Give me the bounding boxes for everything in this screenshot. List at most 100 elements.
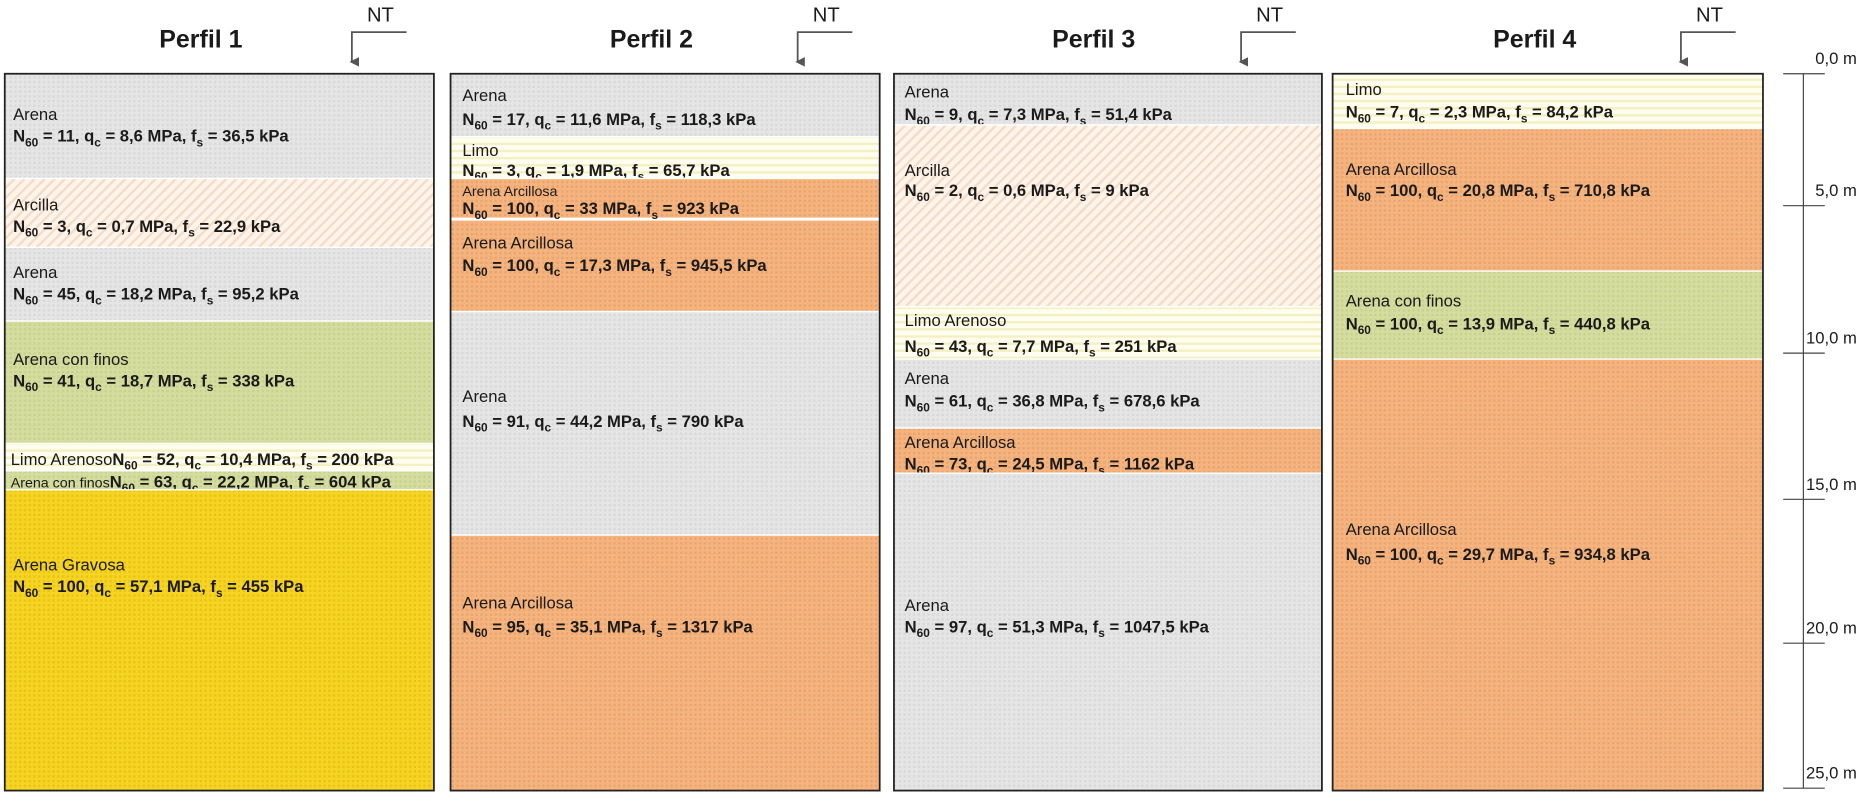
soil-layer <box>4 470 434 490</box>
property-text: f <box>191 127 197 146</box>
property-text: , <box>1534 545 1543 564</box>
property-text: = <box>313 450 332 469</box>
property-text: , <box>525 617 534 636</box>
property-text: , <box>967 455 976 474</box>
property-text: , <box>192 371 201 390</box>
property-text: , <box>651 256 660 275</box>
property-text: f <box>201 371 207 390</box>
property-text: = <box>138 450 157 469</box>
property-text: 60 <box>917 346 931 360</box>
layer-name: Arena con finos <box>13 350 129 369</box>
property-text: MPa <box>1467 103 1507 122</box>
property-text: 65,7 <box>663 161 695 180</box>
property-text: 43 <box>949 337 968 356</box>
property-text: 44,2 <box>570 412 602 431</box>
property-text: 97 <box>949 617 968 636</box>
property-text: c <box>104 586 111 600</box>
property-text: s <box>303 481 310 495</box>
property-text: , <box>1418 314 1427 333</box>
property-text: 91 <box>507 412 526 431</box>
property-text: s <box>306 459 313 473</box>
property-text: , <box>958 105 967 124</box>
depth-label: 15,0 m <box>1806 475 1857 494</box>
property-text: 934,8 <box>1574 545 1616 564</box>
property-text: , <box>1083 617 1092 636</box>
layer-name: Arena <box>905 369 950 388</box>
property-text: , <box>534 199 543 218</box>
property-text: 60 <box>124 459 138 473</box>
property-text: = <box>984 105 1003 124</box>
layer-name: Limo <box>462 141 498 160</box>
layer-name: Arena con finos <box>11 475 110 491</box>
property-text: N <box>13 371 25 390</box>
property-text: q <box>94 577 104 596</box>
property-text: = <box>38 127 57 146</box>
layer-name: Arena Arcillosa <box>905 433 1017 452</box>
profile-title: Perfil 3 <box>1052 26 1135 54</box>
property-text: = <box>1444 181 1463 200</box>
property-text: kPa <box>359 450 394 469</box>
property-text: f <box>650 110 656 129</box>
property-text: kPa <box>1165 392 1200 411</box>
layer-properties: N60 = 11, qc = 8,6 MPa, fs = 36,5 kPa <box>13 127 289 150</box>
property-text: = <box>203 127 222 146</box>
layer-properties: N60 = 3, qc = 1,9 MPa, fs = 65,7 kPa <box>462 161 730 184</box>
layer-properties: N60 = 100, qc = 57,1 MPa, fs = 455 kPa <box>13 577 304 600</box>
property-text: = <box>930 617 949 636</box>
property-text: 60 <box>25 586 39 600</box>
property-text: f <box>1515 103 1521 122</box>
property-text: = <box>993 455 1012 474</box>
soil-layer <box>4 178 434 248</box>
property-text: f <box>1543 181 1549 200</box>
property-text: c <box>545 119 552 133</box>
property-text: = <box>1371 103 1390 122</box>
property-text: f <box>1543 314 1549 333</box>
property-text: = <box>663 412 682 431</box>
layer-properties: N60 = 91, qc = 44,2 MPa, fs = 790 kPa <box>462 412 744 435</box>
property-text: 60 <box>474 119 488 133</box>
soil-layer <box>4 489 434 791</box>
property-text: = <box>1086 105 1105 124</box>
property-text: , <box>516 161 525 180</box>
property-text: , <box>291 450 300 469</box>
property-text: kPa <box>1616 181 1651 200</box>
property-text: 9 <box>949 105 958 124</box>
property-text: , <box>958 181 967 200</box>
property-text: s <box>656 421 663 435</box>
property-text: q <box>85 371 95 390</box>
property-text: 604 <box>329 472 357 491</box>
layer-text: Arena con finos, N60 = 63, qc = 22,2 MPa… <box>11 472 392 495</box>
layer-properties: N60 = 95, qc = 35,1 MPa, fs = 1317 kPa <box>462 617 753 640</box>
property-text: N <box>462 617 474 636</box>
property-text: = <box>135 472 154 491</box>
property-text: , <box>192 285 201 304</box>
property-text: c <box>192 481 199 495</box>
property-text: 1047,5 <box>1124 617 1175 636</box>
soil-layer <box>4 443 434 471</box>
layer-name: Arena <box>462 387 507 406</box>
property-text: kPa <box>254 127 289 146</box>
property-text: , <box>1534 314 1543 333</box>
property-text: 60 <box>474 626 488 640</box>
property-text: q <box>525 161 535 180</box>
soil-layer <box>1332 73 1763 129</box>
property-text: f <box>201 285 207 304</box>
property-text: c <box>987 346 994 360</box>
property-text: MPa <box>143 127 183 146</box>
soil-layer <box>4 321 434 444</box>
property-text: 100 <box>1390 545 1418 564</box>
soil-layer <box>4 73 434 179</box>
soil-layer <box>893 306 1322 360</box>
property-text: 22,2 <box>217 472 249 491</box>
property-text: N <box>112 450 124 469</box>
nt-label: NT <box>367 4 394 26</box>
property-text: c <box>554 208 561 222</box>
property-text: = <box>102 371 121 390</box>
property-text: = <box>1371 181 1390 200</box>
property-text: kPa <box>1160 455 1195 474</box>
layer-name: Arcilla <box>13 195 59 214</box>
property-text: = <box>488 110 507 129</box>
property-text: N <box>905 617 917 636</box>
property-text: 60 <box>474 265 488 279</box>
soil-layer <box>4 247 434 322</box>
